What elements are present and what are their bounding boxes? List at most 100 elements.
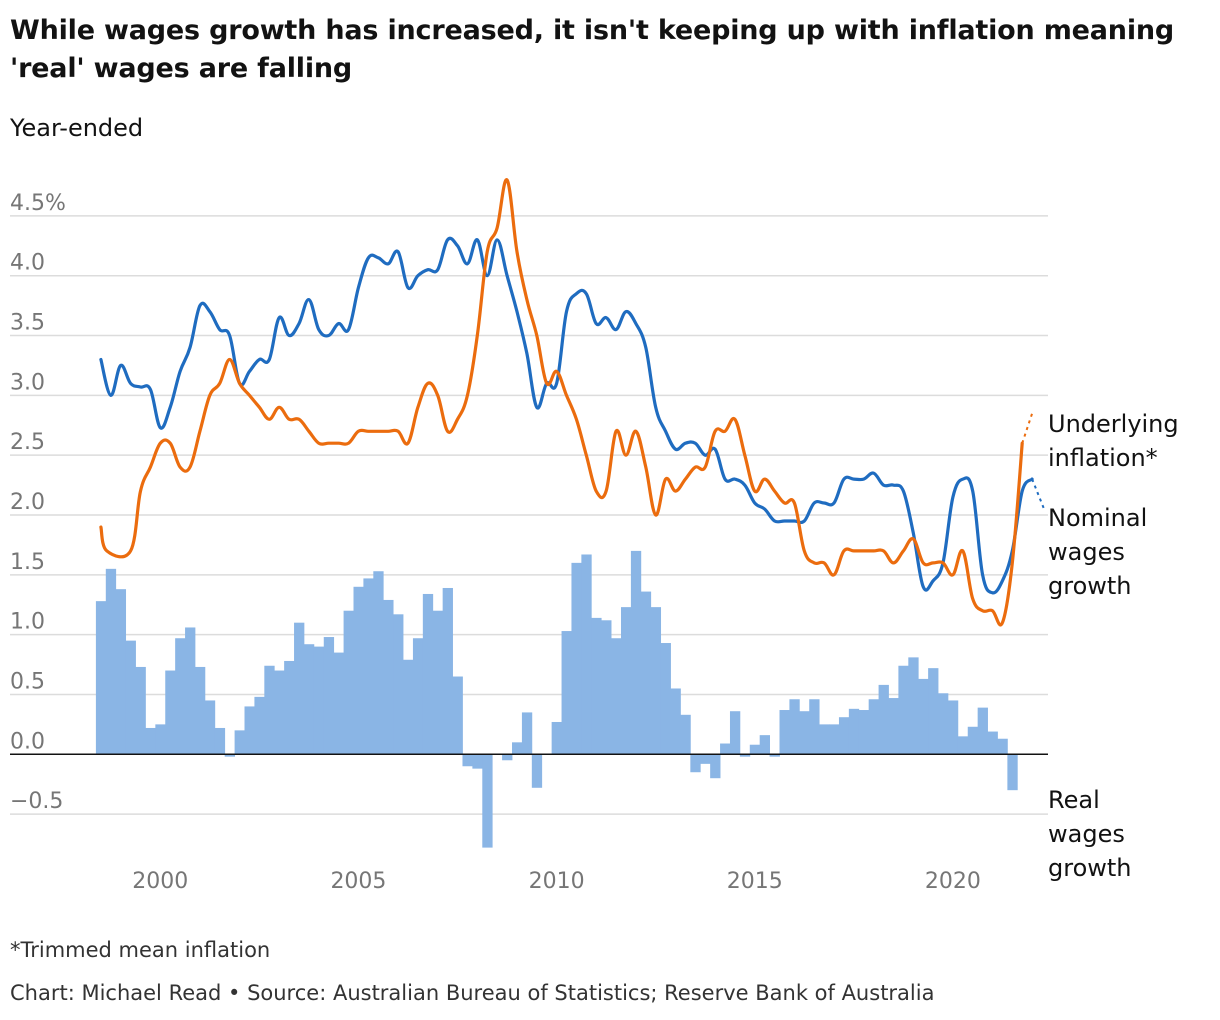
series-label-line: wages [1048,820,1125,848]
real-wages-bar [284,660,295,755]
real-wages-bars [95,550,1018,848]
real-wages-bar [383,599,394,755]
inflation-dashed-extension [1021,412,1034,444]
real-wages-bar [938,693,949,755]
real-wages-bar [888,698,899,755]
real-wages-bar [987,731,998,755]
real-wages-bar [551,721,562,755]
real-wages-bar [591,617,602,755]
gridlines [10,215,1048,815]
real-wages-bar [194,666,206,755]
real-wages-bar [947,700,959,755]
real-wages-bar [244,706,255,755]
real-wages-bar [442,587,453,755]
y-tick-label: 1.0 [10,610,45,635]
source-credit: Chart: Michael Read • Source: Australian… [10,981,935,1005]
real-wages-bar [452,676,463,755]
y-tick-label: 2.5 [10,430,45,455]
real-wages-bar [373,571,384,755]
real-wages-bar [640,591,652,755]
real-wages-bar [690,754,701,773]
real-wages-bar [323,637,335,755]
series-label-line: wages [1048,538,1125,566]
real-wages-bar [620,607,632,755]
series-label-line: Underlying [1048,410,1179,438]
x-tick-label: 2015 [727,869,783,894]
series-label-line: inflation* [1048,444,1158,472]
real-wages-bar [918,678,929,755]
real-wages-bar [482,754,493,848]
y-tick-label: 0.0 [10,729,45,754]
y-tick-label: −0.5 [10,789,63,814]
real-wages-bar [125,640,136,755]
real-wages-bar [729,711,741,755]
real-wages-bar [977,707,988,755]
y-tick-label: 3.0 [10,370,45,395]
series-label-line: growth [1048,572,1132,600]
real-wages-bar [908,657,919,755]
real-wages-bar [571,562,582,755]
real-wages-bar [789,699,800,755]
real-wages-bar [472,754,483,769]
real-wages-bar [462,754,473,767]
real-wages-bar [928,668,939,755]
inflation-series-label: Underlying inflation* [1048,410,1179,472]
y-tick-label: 4.5% [10,191,66,216]
real-wages-bar [720,743,731,755]
y-tick-label: 3.5 [10,311,45,336]
real-wages-bar [234,730,245,755]
real-wages-bar [254,696,265,755]
y-axis-ticks: 4.5% 4.0 3.5 3.0 2.5 2.0 1.5 1.0 0.5 0.0 −0.5 [10,191,66,814]
inflation-line [99,178,1024,627]
y-tick-label: 0.5 [10,669,45,694]
real-wages-bar [512,742,523,755]
real-wages-bar [521,712,533,755]
real-wages-bar [343,610,354,755]
y-tick-label: 1.5 [10,550,45,575]
real-wages-bar [115,589,127,755]
real-wages-bar [957,736,969,755]
real-wages-bar [432,610,444,755]
series-label-line: Real [1048,786,1100,814]
x-tick-label: 2000 [132,869,188,894]
real-wages-bar [531,754,543,788]
real-wages-bar [809,699,820,755]
real-wages-bar [769,754,780,757]
real-wages-bar [829,724,840,755]
real-wages-bar [294,622,305,755]
x-tick-label: 2020 [925,869,981,894]
real-wages-bar [868,699,879,755]
real-wages-bar [650,607,662,755]
real-wages-bar [393,614,404,755]
real-wages-bar [779,710,790,755]
y-tick-label: 2.0 [10,490,45,515]
real-wages-bar [848,708,860,755]
real-wages-bar [145,727,156,755]
real-wages-bar [799,711,810,755]
wages-line [99,236,1034,595]
real-wages-bar [204,700,216,755]
real-wages-series-label: Real wages growth [1048,786,1132,882]
real-wages-bar [502,754,513,761]
real-wages-bar [878,684,889,755]
real-wages-bar [997,738,1008,755]
real-wages-bar [819,724,830,755]
real-wages-bar [185,627,196,755]
real-wages-bar [412,638,424,755]
real-wages-bar [581,554,592,755]
real-wages-bar [739,754,751,757]
real-wages-bar [224,754,236,757]
series-lines [99,178,1045,627]
chart-title: While wages growth has increased, it isn… [10,15,1175,84]
real-wages-bar [630,550,642,755]
real-wages-bar [660,643,671,755]
real-wages-bar [670,688,681,755]
real-wages-bar [680,714,691,755]
real-wages-bar [165,670,176,755]
x-tick-label: 2010 [529,869,585,894]
real-wages-bar [403,659,414,755]
real-wages-bar [1007,754,1018,791]
real-wages-bar [363,578,374,755]
real-wages-bar [175,638,186,755]
real-wages-bar [561,631,572,755]
